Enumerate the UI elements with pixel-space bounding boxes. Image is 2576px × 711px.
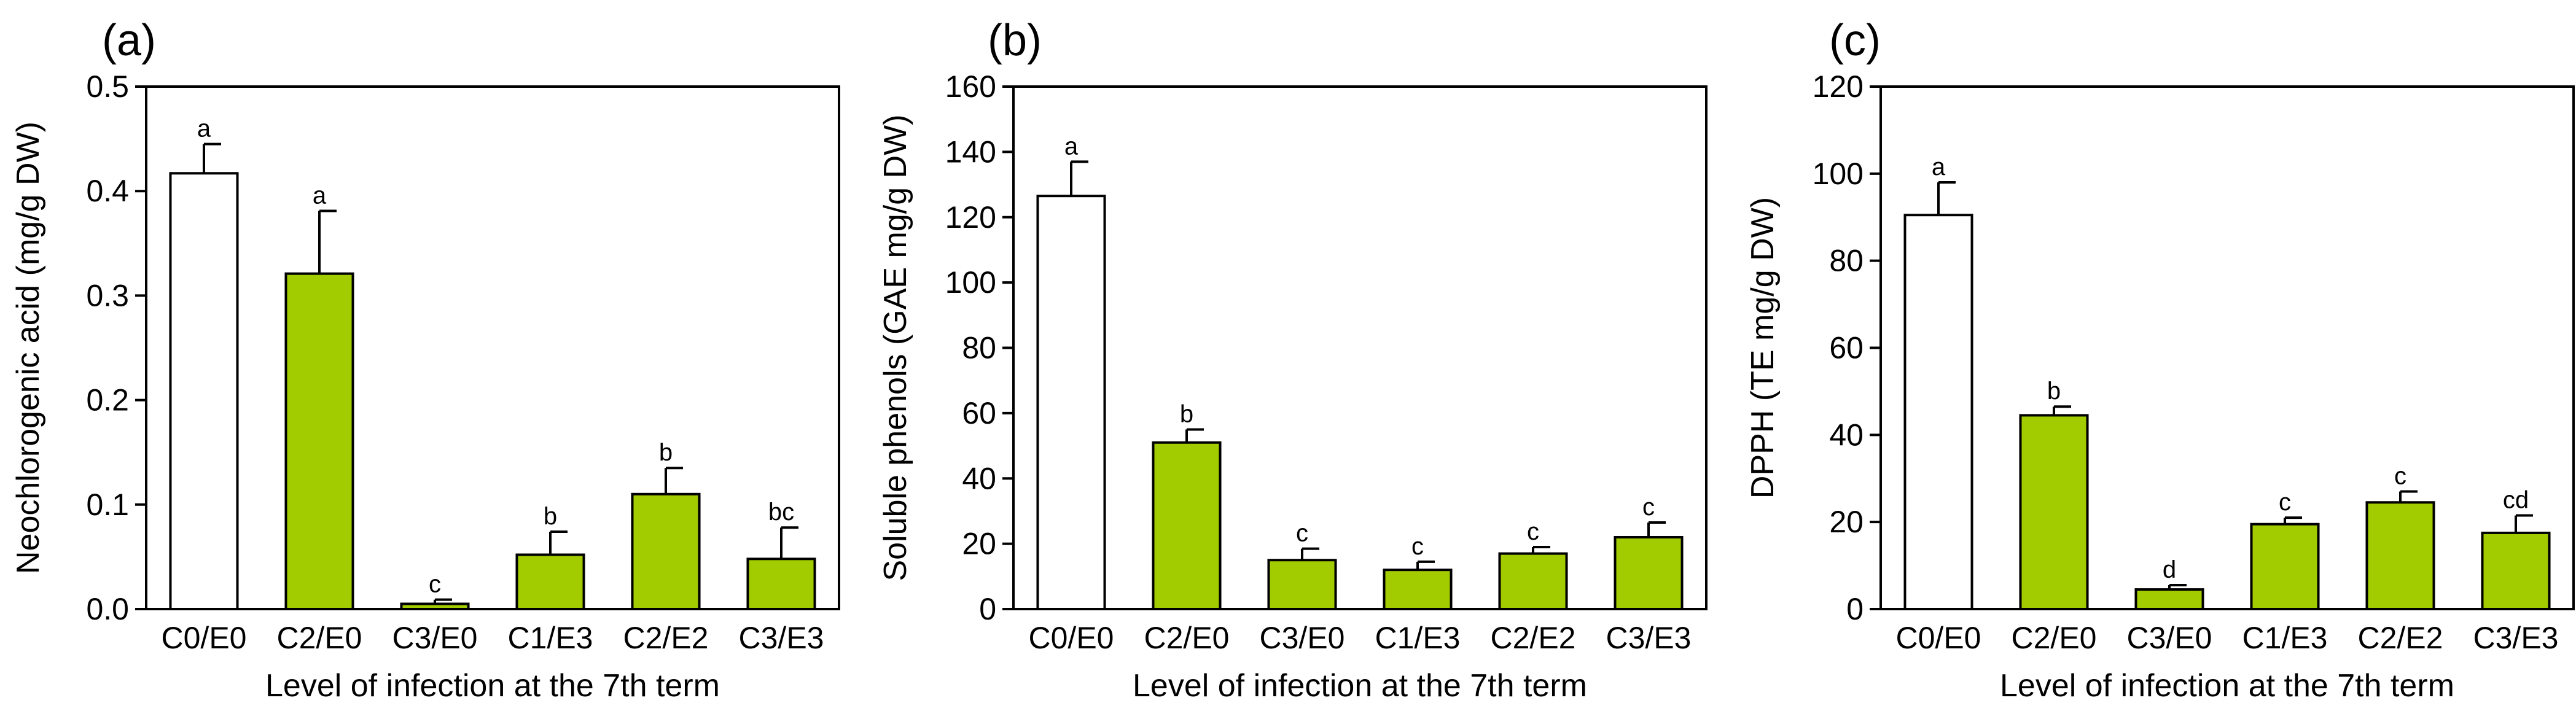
bar	[2250, 523, 2320, 611]
significance-letter: b	[1180, 400, 1193, 427]
y-tick-label: 20	[1829, 505, 1864, 539]
y-tick-label: 0	[979, 592, 996, 626]
bar	[1614, 535, 1684, 610]
x-tick-label: C2/E2	[1491, 621, 1576, 655]
x-axis-title: Level of infection at the 7th term	[2000, 668, 2454, 704]
y-tick-label: 100	[1813, 157, 1864, 191]
significance-letter: c	[1642, 494, 1655, 521]
bar	[169, 172, 239, 610]
x-tick-label: C3/E3	[1606, 621, 1692, 655]
bar	[1383, 569, 1453, 610]
x-tick-label: C3/E3	[739, 621, 824, 655]
y-tick-label: 80	[962, 331, 996, 365]
plot-frame	[1012, 85, 1708, 610]
y-tick-label: 120	[1813, 69, 1864, 104]
bar	[400, 602, 470, 610]
significance-letter: d	[2163, 556, 2176, 583]
y-tick-label: 0.1	[86, 488, 129, 522]
bar	[1036, 195, 1106, 611]
x-tick-label: C0/E0	[1029, 621, 1114, 655]
significance-letter: c	[429, 571, 441, 598]
significance-letter: c	[1296, 520, 1308, 547]
significance-letter: b	[659, 439, 673, 466]
x-axis-title: Level of infection at the 7th term	[1133, 668, 1587, 704]
y-tick-label: 0.3	[86, 278, 129, 313]
y-tick-label: 40	[1829, 418, 1864, 452]
panel-label: (b)	[988, 16, 1042, 65]
significance-letter: a	[313, 182, 327, 209]
bar	[2134, 588, 2204, 611]
x-axis-title: Level of infection at the 7th term	[265, 668, 720, 704]
y-tick-label: 20	[962, 527, 996, 561]
significance-letter: c	[2394, 463, 2406, 490]
plot-frame	[145, 85, 840, 610]
significance-letter: b	[2047, 378, 2061, 405]
x-tick-label: C1/E3	[2242, 621, 2328, 655]
significance-letter: cd	[2503, 487, 2529, 514]
bar	[284, 272, 354, 610]
bar	[1267, 559, 1337, 610]
y-tick-label: 80	[1829, 244, 1864, 278]
x-tick-label: C2/E2	[2358, 621, 2443, 655]
significance-letter: c	[1527, 518, 1539, 545]
x-tick-label: C0/E0	[1896, 621, 1981, 655]
significance-letter: a	[197, 115, 211, 142]
significance-letter: c	[1411, 533, 1424, 560]
significance-letter: c	[2279, 489, 2291, 516]
significance-letter: bc	[768, 499, 794, 526]
y-tick-label: 60	[1829, 331, 1864, 365]
significance-letter: a	[1064, 133, 1079, 160]
x-tick-label: C2/E0	[2012, 621, 2097, 655]
y-tick-label: 0.4	[86, 174, 129, 208]
y-tick-label: 100	[945, 265, 996, 300]
y-tick-label: 120	[945, 200, 996, 235]
y-tick-label: 0.2	[86, 383, 129, 418]
x-tick-label: C0/E0	[162, 621, 247, 655]
y-tick-label: 40	[962, 461, 996, 495]
bar	[2365, 501, 2435, 610]
x-tick-label: C3/E0	[392, 621, 478, 655]
y-tick-label: 0	[1846, 592, 1864, 626]
y-tick-label: 160	[945, 69, 996, 104]
bar	[631, 492, 701, 611]
y-axis-title: Soluble phenols (GAE mg/g DW)	[878, 114, 913, 581]
y-axis-title: DPPH (TE mg/g DW)	[1745, 197, 1781, 499]
x-tick-label: C3/E0	[1260, 621, 1345, 655]
x-tick-label: C3/E3	[2473, 621, 2559, 655]
x-tick-label: C2/E2	[623, 621, 709, 655]
bar	[2481, 531, 2551, 610]
y-axis-title: Neochlorogenic acid (mg/g DW)	[10, 122, 46, 574]
bar	[1903, 214, 1973, 610]
bar	[1152, 441, 1222, 611]
bar	[2019, 414, 2089, 610]
x-tick-label: C2/E0	[1144, 621, 1230, 655]
x-tick-label: C2/E0	[277, 621, 362, 655]
significance-letter: a	[1932, 153, 1946, 181]
y-tick-label: 0.5	[86, 69, 129, 104]
significance-letter: b	[544, 503, 557, 530]
bar	[515, 553, 585, 610]
y-tick-label: 0.0	[86, 592, 129, 626]
y-tick-label: 140	[945, 134, 996, 169]
plot-frame	[1879, 85, 2575, 610]
panel-label: (a)	[102, 16, 156, 65]
x-tick-label: C1/E3	[508, 621, 593, 655]
bar	[1498, 552, 1568, 610]
bar	[746, 558, 816, 611]
y-tick-label: 60	[962, 396, 996, 430]
x-tick-label: C1/E3	[1375, 621, 1461, 655]
x-tick-label: C3/E0	[2127, 621, 2212, 655]
panel-label: (c)	[1829, 16, 1881, 65]
